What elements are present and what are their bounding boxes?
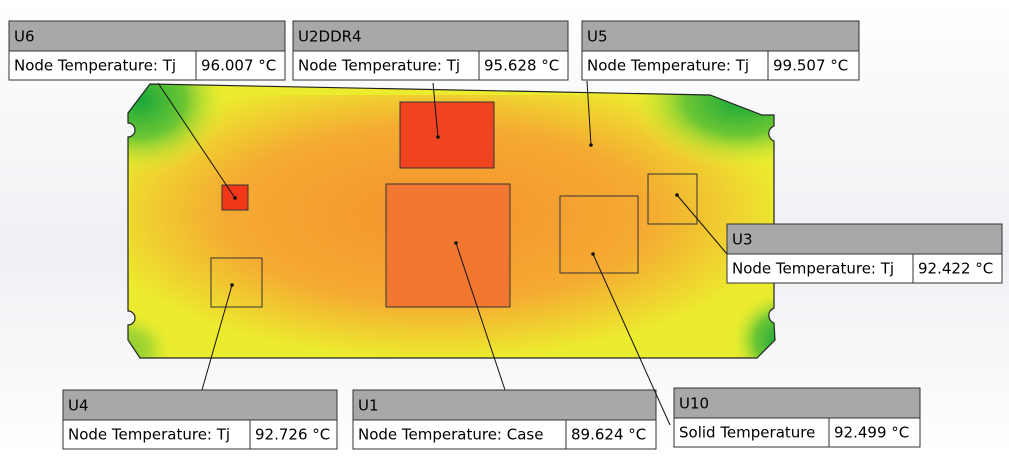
- callout-label-cell: [8, 50, 197, 81]
- callout-value: 89.624 °C: [571, 426, 646, 444]
- leader-line: [157, 82, 236, 199]
- callout-value-cell: [478, 50, 569, 81]
- callout-header: [673, 387, 921, 419]
- callout-value-cell: [195, 50, 286, 81]
- callout-label-cell: [62, 419, 251, 450]
- leader-line: [586, 80, 592, 146]
- callout-value: 96.007 °C: [201, 57, 276, 75]
- callouts: U6 Node Temperature: Tj 96.007 °C U2DDR4 Nod…: [8, 20, 1003, 450]
- component: [210, 257, 263, 308]
- leader-dot: [454, 241, 458, 245]
- callout-header: [726, 223, 1003, 255]
- leader-dot: [589, 143, 593, 147]
- callout-label-cell: [673, 417, 830, 448]
- callout-label: Node Temperature: Tj: [68, 426, 230, 444]
- callout-value: 95.628 °C: [484, 57, 559, 75]
- callout-value: 92.499 °C: [834, 424, 909, 442]
- callout-value: 92.726 °C: [255, 426, 330, 444]
- callout-value: 99.507 °C: [773, 57, 848, 75]
- callout-label: Solid Temperature: [679, 424, 815, 442]
- callout-value: 92.422 °C: [918, 260, 993, 278]
- callout-label-cell: [581, 50, 769, 81]
- callout-title: U6: [14, 28, 35, 46]
- leader-line: [201, 284, 233, 391]
- component: [647, 173, 698, 225]
- leader-line: [676, 194, 728, 255]
- callout-label: Node Temperature: Tj: [587, 57, 749, 75]
- leader-dot: [675, 193, 679, 197]
- callout-label-cell: [352, 419, 567, 450]
- callout-title: U10: [679, 395, 709, 413]
- callout-label: Node Temperature: Tj: [732, 260, 894, 278]
- callout-header: [8, 20, 286, 52]
- component: [385, 183, 511, 308]
- callout-title: U3: [732, 231, 753, 249]
- callout-header: [352, 389, 657, 421]
- callout-title: U2DDR4: [298, 28, 362, 46]
- leader-line: [455, 242, 506, 391]
- callout-value-cell: [767, 50, 860, 81]
- callout-value-cell: [565, 419, 657, 450]
- component: [559, 195, 639, 274]
- leader-line: [432, 82, 439, 138]
- leader-dot: [233, 196, 237, 200]
- callout-value-cell: [828, 417, 921, 448]
- leader-dot: [436, 135, 440, 139]
- callout-title: U4: [68, 397, 89, 415]
- callout-value-cell: [912, 253, 1003, 284]
- callout-value-cell: [249, 419, 338, 450]
- callout-label: Node Temperature: Tj: [298, 57, 460, 75]
- callout-header: [62, 389, 338, 421]
- callout-label: Node Temperature: Tj: [14, 57, 176, 75]
- callout-title: U1: [358, 397, 379, 415]
- component: [399, 101, 495, 169]
- leader-dot: [591, 252, 595, 256]
- leader-dot: [230, 283, 234, 287]
- leader-line: [592, 253, 671, 426]
- callout-label: Node Temperature: Case: [358, 426, 543, 444]
- callout-header: [581, 20, 860, 52]
- callout-title: U5: [587, 28, 608, 46]
